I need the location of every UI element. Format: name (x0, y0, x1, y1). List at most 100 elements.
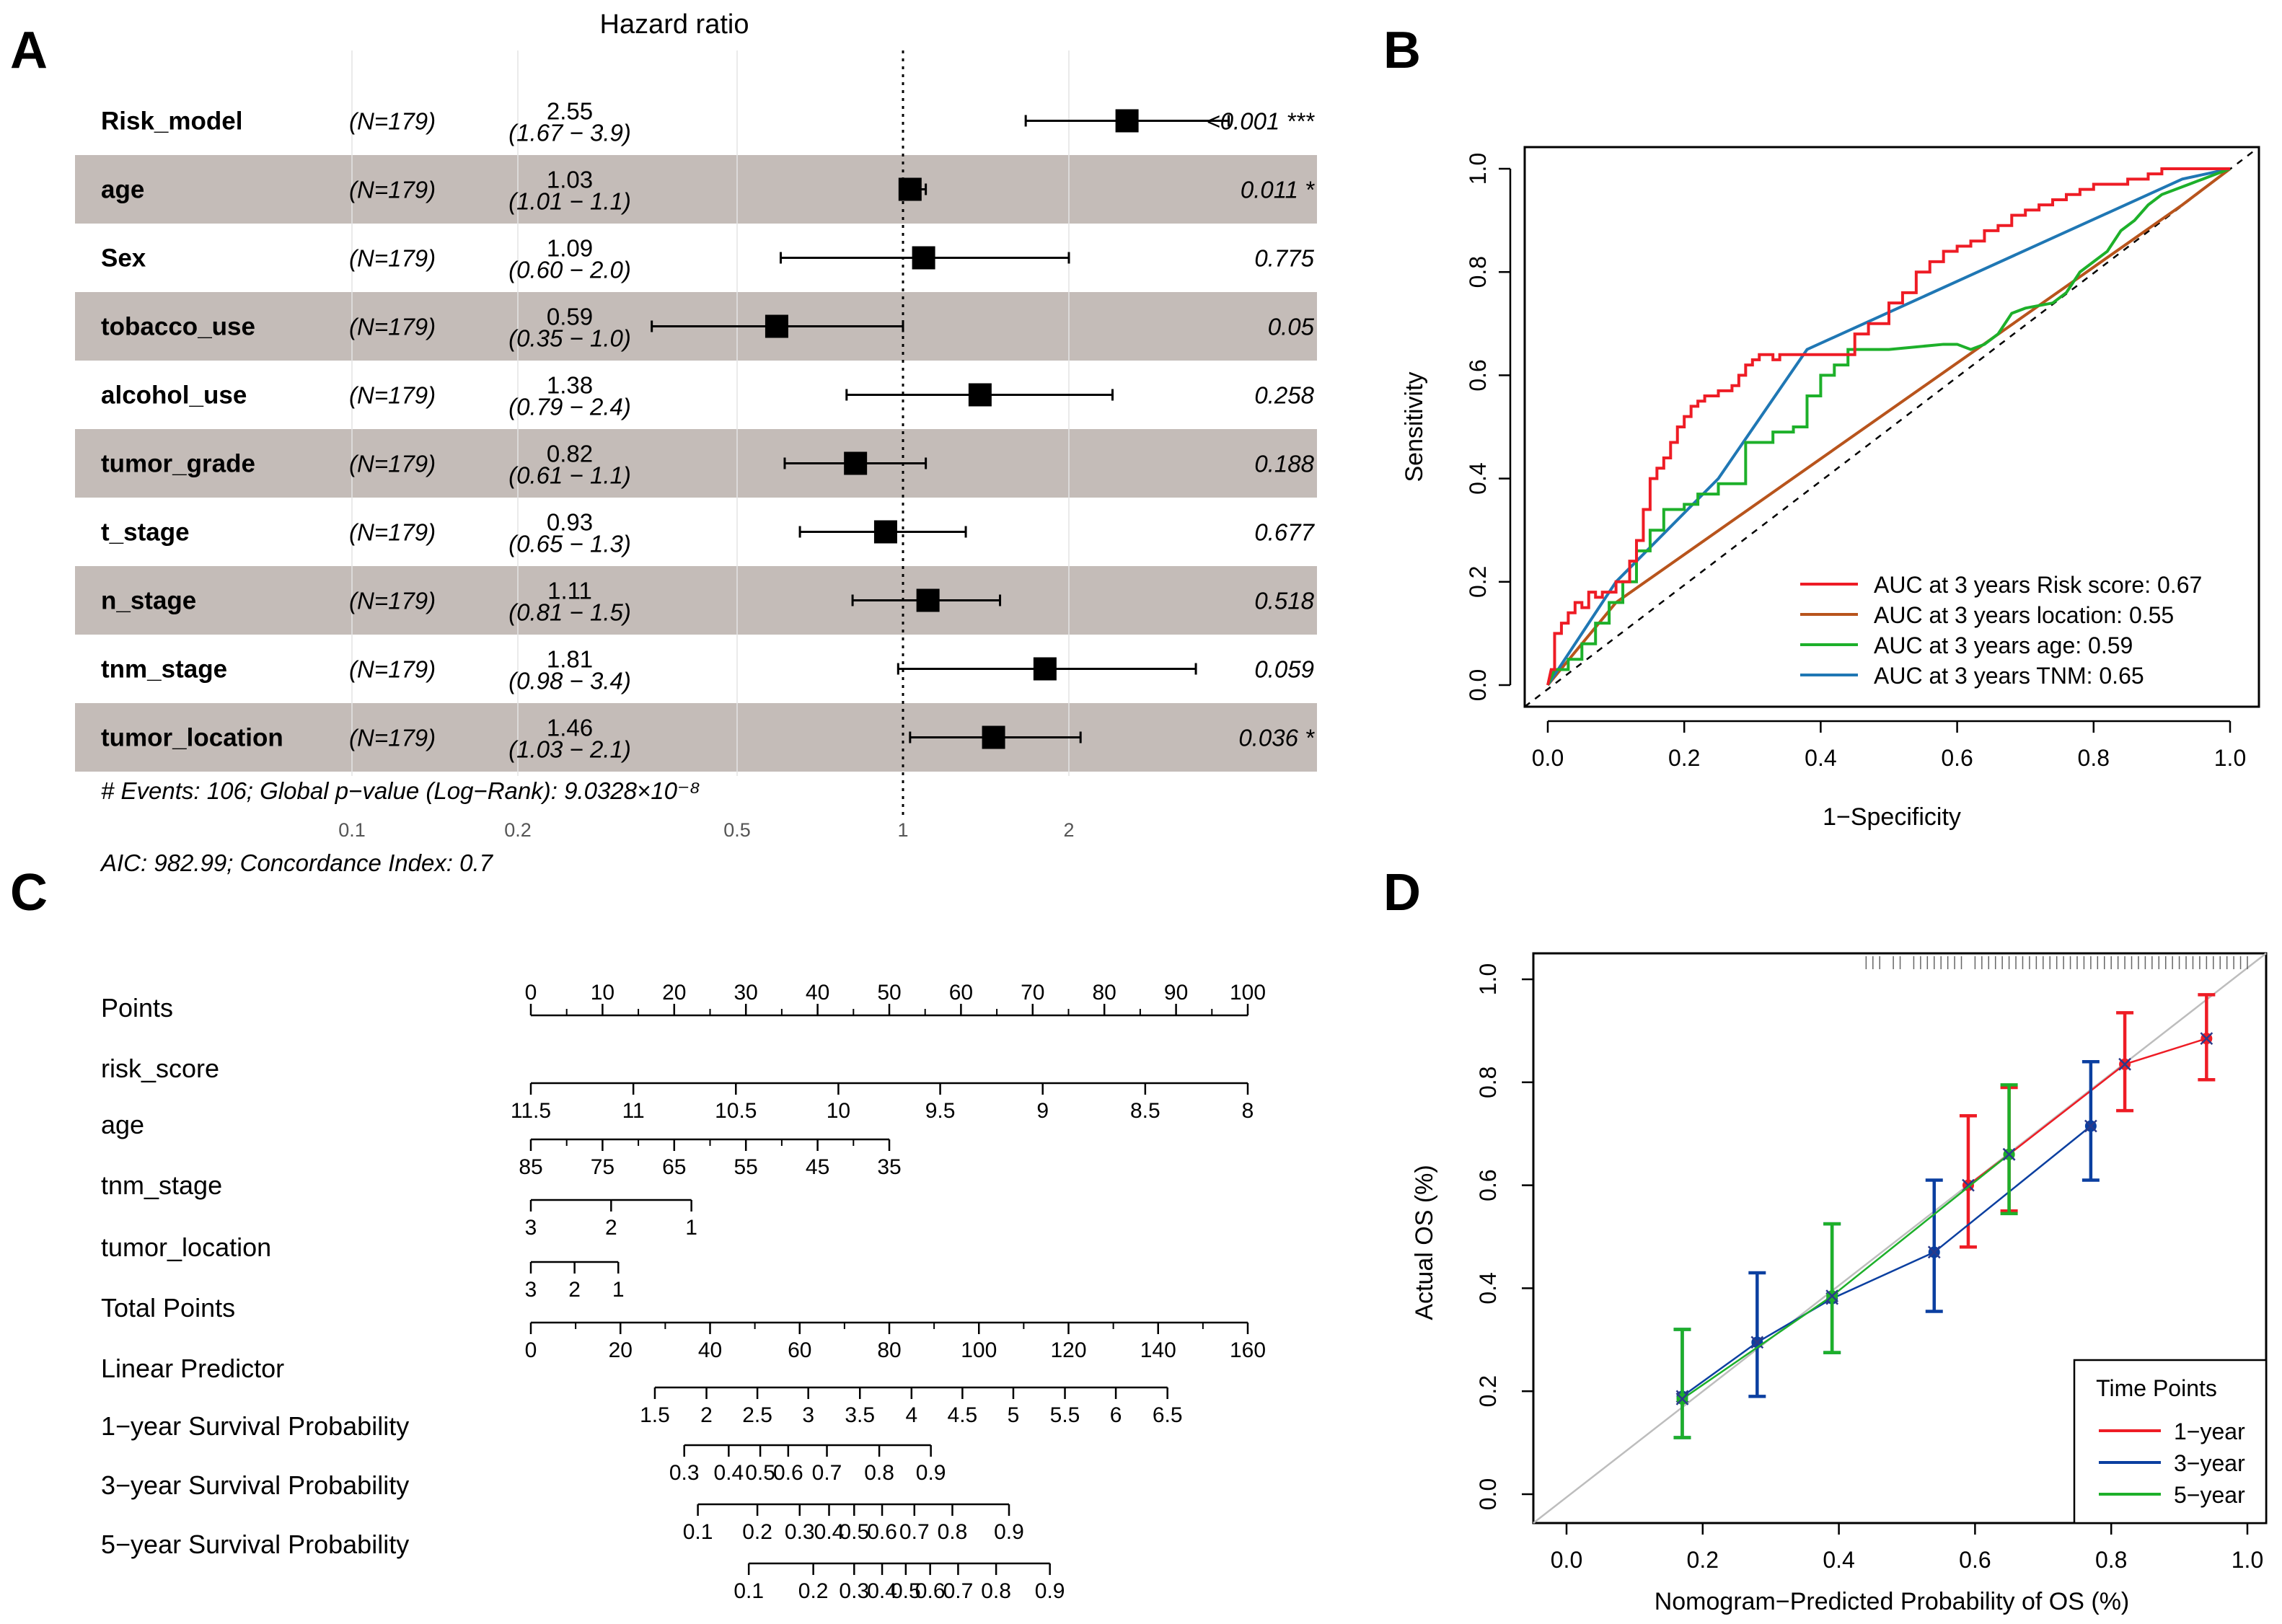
calibration-cross-marker (2002, 1147, 2016, 1161)
nomogram-tick-label: 75 (591, 1155, 614, 1179)
forest-footer-aic: AIC: 982.99; Concordance Index: 0.7 (100, 849, 494, 876)
forest-ci-label: (1.67 − 3.9) (508, 120, 631, 146)
forest-variable-label: t_stage (101, 518, 190, 547)
roc-y-tick-label: 0.8 (1465, 256, 1491, 288)
nomogram-tick-label: 120 (1050, 1338, 1086, 1362)
roc-y-tick-label: 0.4 (1465, 462, 1491, 494)
calibration-legend-title: Time Points (2096, 1375, 2217, 1401)
nomogram-tick-label: 0.8 (981, 1579, 1011, 1603)
nomogram-tick-label: 3 (525, 1278, 537, 1302)
nomogram-row-label: Points (101, 993, 173, 1023)
forest-x-tick-label: 0.2 (504, 819, 532, 841)
forest-hr-value: 1.11 (547, 578, 592, 604)
calibration-cross-marker (2084, 1119, 2097, 1133)
nomogram-tick-label: 0.9 (994, 1520, 1024, 1544)
nomogram-tick-label: 0.7 (899, 1520, 930, 1544)
calibration-y-tick-label: 0.2 (1475, 1375, 1501, 1407)
nomogram-tick-label: 10 (827, 1099, 850, 1123)
nomogram-tick-label: 40 (806, 981, 829, 1005)
calibration-cross-marker (2118, 1057, 2131, 1071)
nomogram-tick-label: 0.4 (867, 1579, 897, 1603)
forest-hr-marker (968, 383, 992, 407)
nomogram-tick-label: 140 (1140, 1338, 1176, 1362)
calibration-cross-marker (1750, 1336, 1764, 1349)
nomogram-tick-label: 9 (1036, 1099, 1049, 1123)
forest-x-tick-label: 0.1 (338, 819, 366, 841)
calibration-cross-marker (1675, 1393, 1689, 1405)
forest-variable-label: n_stage (101, 587, 196, 615)
nomogram-tick-label: 2 (568, 1278, 581, 1302)
nomogram-tick-label: 85 (519, 1155, 542, 1179)
forest-ci-label: (0.98 − 3.4) (508, 668, 631, 694)
calibration-y-tick-label: 0.4 (1475, 1272, 1501, 1304)
nomogram-tick-label: 20 (662, 981, 686, 1005)
calibration-legend-label: 3−year (2174, 1450, 2245, 1476)
roc-reference-diagonal (1524, 146, 2260, 707)
nomogram-tick-label: 6 (1110, 1403, 1122, 1427)
forest-x-tick-label: 1 (897, 819, 908, 841)
nomogram-tick-label: 5.5 (1050, 1403, 1080, 1427)
nomogram-row-label: Linear Predictor (101, 1354, 284, 1383)
calibration-y-tick-label: 0.8 (1475, 1067, 1501, 1098)
roc-x-tick-label: 0.4 (1805, 745, 1836, 771)
nomogram-tick-label: 70 (1021, 981, 1044, 1005)
nomogram-tick-label: 0.3 (785, 1520, 815, 1544)
nomogram-tick-label: 0.3 (669, 1461, 700, 1485)
calibration-x-tick-label: 0.4 (1823, 1547, 1854, 1573)
nomogram-tick-label: 50 (877, 981, 901, 1005)
forest-plot: Hazard ratio Risk_model (N=179) 2.55(1.67 … (75, 9, 1317, 876)
calibration-legend-box (2073, 1359, 2268, 1524)
nomogram-row-label: Total Points (101, 1293, 235, 1323)
calibration-plot: 0.0 0.2 0.4 0.6 0.8 1.0 0.0 0.2 0.4 0.6 0.8 1.0 Nom… (1411, 952, 2268, 1615)
nomogram-row-label: 3−year Survival Probability (101, 1470, 409, 1500)
forest-n-label: (N=179) (349, 245, 436, 272)
nomogram-tick-label: 80 (877, 1338, 901, 1362)
nomogram-tick-label: 30 (734, 981, 758, 1005)
nomogram-tick-label: 0.6 (867, 1520, 897, 1544)
forest-ci-label: (0.35 − 1.0) (508, 325, 631, 352)
nomogram-tick-label: 60 (788, 1338, 811, 1362)
nomogram-tick-label: 40 (698, 1338, 722, 1362)
forest-n-label: (N=179) (349, 108, 436, 135)
forest-ci-label: (0.61 − 1.1) (508, 462, 631, 489)
forest-row-shade (75, 703, 1317, 772)
forest-p-value: 0.518 (1254, 588, 1314, 614)
forest-hr-marker (912, 246, 935, 270)
nomogram-tick-label: 0.2 (742, 1520, 772, 1544)
nomogram-tick-label: 1 (612, 1278, 625, 1302)
forest-hr-value: 1.09 (547, 235, 593, 262)
roc-curve (1546, 167, 2230, 686)
nomogram-tick-label: 10 (591, 981, 614, 1005)
roc-y-tick-label: 0.0 (1465, 669, 1491, 701)
forest-ci-label: (1.01 − 1.1) (508, 188, 631, 215)
nomogram-tick-label: 1 (685, 1216, 697, 1240)
calibration-y-label: Actual OS (%) (1411, 1165, 1438, 1320)
forest-variable-label: tumor_location (101, 724, 283, 752)
nomogram-row-label: tnm_stage (101, 1170, 222, 1200)
nomogram-tick-label: 5 (1008, 1403, 1020, 1427)
forest-hr-value: 1.38 (547, 372, 593, 399)
roc-legend-label: AUC at 3 years age: 0.59 (1874, 632, 2133, 658)
nomogram-tick-label: 20 (609, 1338, 633, 1362)
forest-hr-value: 1.03 (547, 167, 593, 193)
nomogram-tick-label: 0.6 (915, 1579, 946, 1603)
panel-label-c: C (10, 864, 48, 922)
forest-hr-marker (898, 177, 922, 201)
nomogram-tick-label: 35 (877, 1155, 901, 1179)
nomogram-tick-label: 0.6 (773, 1461, 803, 1485)
calibration-cross-marker (1927, 1245, 1941, 1259)
nomogram-tick-label: 0.8 (864, 1461, 894, 1485)
nomogram-tick-label: 10.5 (715, 1099, 757, 1123)
nomogram-tick-label: 11.5 (511, 1099, 551, 1123)
forest-row-shade (75, 155, 1317, 224)
nomogram-tick-label: 0.5 (891, 1579, 921, 1603)
nomogram-tick-label: 0.1 (683, 1520, 713, 1544)
forest-variable-label: Risk_model (101, 107, 242, 136)
forest-hr-marker (873, 520, 897, 544)
calibration-legend-label: 1−year (2174, 1418, 2245, 1444)
roc-curve (1546, 167, 2231, 686)
forest-variable-label: tnm_stage (101, 656, 227, 684)
nomogram-tick-label: 2 (700, 1403, 713, 1427)
